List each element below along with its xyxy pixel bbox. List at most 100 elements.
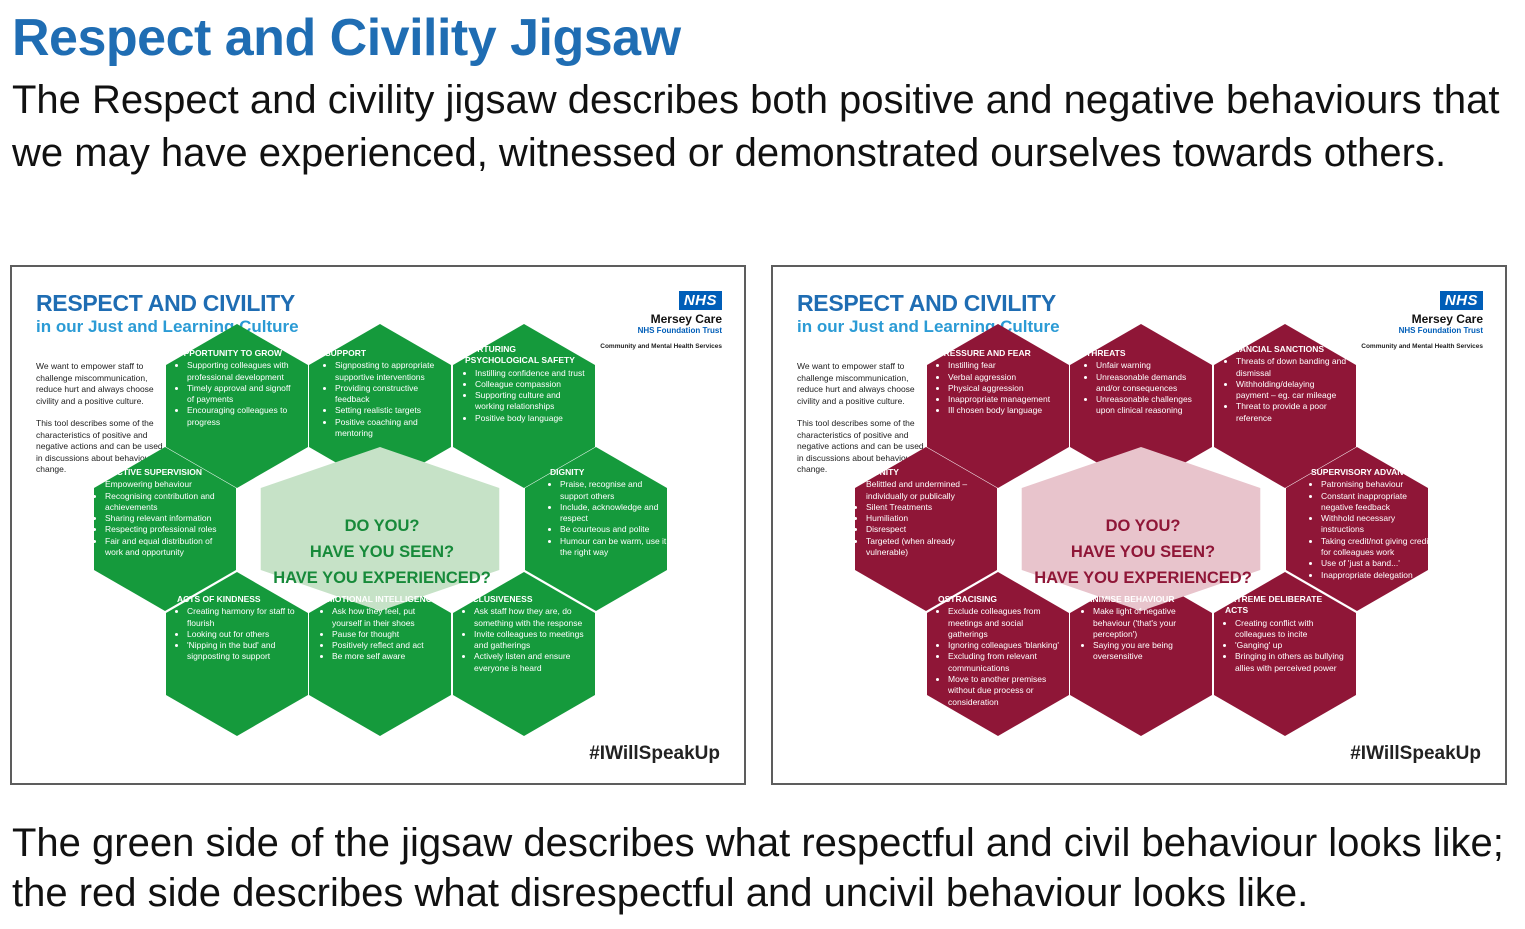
green-jigsaw-card: RESPECT AND CIVILITY in our Just and Lear… — [10, 265, 746, 785]
hex-title: PRESSURE AND FEAR — [938, 348, 1031, 358]
hex-title: ACTS OF KINDNESS — [177, 594, 261, 604]
hex-bullet-list: Ask how they feel, put yourself in their… — [322, 606, 444, 662]
card-title: RESPECT AND CIVILITY — [797, 290, 1056, 316]
hex-title: THREATS — [1086, 348, 1126, 358]
center-line: HAVE YOU SEEN? — [309, 543, 455, 561]
hex-bullet-list: Patronising behaviourConstant inappropri… — [1311, 479, 1433, 581]
center-line: HAVE YOU EXPERIENCED? — [1034, 569, 1252, 587]
hex-bullet: Saying you are being oversensitive — [1093, 640, 1205, 663]
hex-bullet-list: Ask staff how they are, do something wit… — [464, 606, 586, 674]
org-name: Mersey Care — [1411, 312, 1483, 326]
hex-title: OPPORTUNITY TO GROW — [177, 348, 282, 358]
hex-bullet: Ill chosen body language — [948, 405, 1060, 416]
hex-title: SUPERVISORY ADVANTAGE — [1311, 467, 1427, 477]
center-line: DO YOU? — [1105, 517, 1181, 535]
hex-bullet: Withhold necessary instructions — [1321, 513, 1433, 536]
hex-bullet: Colleague compassion — [475, 379, 587, 390]
hex-shape-5 — [525, 447, 667, 611]
hex-bullet: Unreasonable challenges upon clinical re… — [1096, 394, 1208, 417]
hex-shape-4 — [855, 447, 997, 611]
hex-shape-1 — [927, 324, 1069, 488]
center-hex-shape — [260, 447, 500, 611]
hex-bullet: Recognising contribution and achievement… — [105, 491, 217, 514]
hex-bullet: Inappropriate management — [948, 394, 1060, 405]
hex-bullet-list: Empowering behaviourRecognising contribu… — [95, 479, 217, 558]
center-questions: DO YOU? HAVE YOU SEEN? HAVE YOU EXPERIENCE… — [1013, 513, 1273, 591]
hex-bullet: Bringing in others as bullying allies wi… — [1235, 651, 1347, 674]
hex-bullet: Physical aggression — [948, 383, 1060, 394]
service-name: Community and Mental Health Services — [600, 343, 722, 350]
side-description: We want to empower staff to challenge mi… — [797, 361, 927, 487]
hex-shape-6 — [166, 572, 308, 736]
side-description: We want to empower staff to challenge mi… — [36, 361, 166, 487]
hex-bullet: Ask staff how they are, do something wit… — [474, 606, 586, 629]
hex-bullet: Taking credit/not giving credit for coll… — [1321, 536, 1433, 559]
trust-name: NHS Foundation Trust — [637, 326, 722, 335]
hex-bullet: 'Ganging' up — [1235, 640, 1347, 651]
hex-panel: OSTRACISING Exclude colleagues from meeti… — [938, 594, 1060, 708]
hex-bullet: Threat to provide a poor reference — [1236, 401, 1348, 424]
hex-bullet: Threats of down banding and dismissal — [1236, 356, 1348, 379]
hex-bullet-list: Exclude colleagues from meetings and soc… — [938, 606, 1060, 708]
hex-bullet: Ignoring colleagues 'blanking' — [948, 640, 1060, 651]
hex-title: NURTURING PSYCHOLOGICAL SAFETY — [465, 344, 575, 366]
side-paragraph: We want to empower staff to challenge mi… — [797, 361, 915, 406]
hex-bullet: Setting realistic targets — [335, 405, 447, 416]
hex-bullet: Be courteous and polite — [560, 524, 672, 535]
hex-bullet: Creating harmony for staff to flourish — [187, 606, 299, 629]
hex-title: FINANCIAL SANCTIONS — [1226, 344, 1325, 354]
side-paragraph: We want to empower staff to challenge mi… — [36, 361, 154, 406]
service-name: Community and Mental Health Services — [1361, 343, 1483, 350]
hex-bullet: Fair and equal distribution of work and … — [105, 536, 217, 559]
hex-shape-8 — [1214, 572, 1356, 736]
hex-shape-4 — [94, 447, 236, 611]
hex-bullet: Positively reflect and act — [332, 640, 444, 651]
center-hex-shape — [1021, 447, 1261, 611]
hex-bullet: Excluding from relevant communications — [948, 651, 1060, 674]
hex-bullet: Targeted (when already vulnerable) — [866, 536, 978, 559]
hex-panel: MINIMISE BEHAVIOUR Make light of negative… — [1083, 594, 1205, 663]
hex-bullet: Respecting professional roles — [105, 524, 217, 535]
hex-bullet-list: Belittled and undermined – individually … — [856, 479, 978, 558]
hex-bullet: 'Nipping in the bud' and signposting to … — [187, 640, 299, 663]
hex-bullet: Looking out for others — [187, 629, 299, 640]
hex-grid — [855, 324, 1428, 736]
nhs-logo: NHS Mersey Care NHS Foundation Trust — [638, 291, 722, 335]
hex-bullet: Constant inappropriate negative feedback — [1321, 491, 1433, 514]
hex-bullet: Instilling fear — [948, 360, 1060, 371]
hex-bullet: Unreasonable demands and/or consequences — [1096, 372, 1208, 395]
center-line: HAVE YOU EXPERIENCED? — [273, 569, 491, 587]
hex-bullet-list: Make light of negative behaviour ('that'… — [1083, 606, 1205, 662]
hex-bullet: Positive body language — [475, 413, 587, 424]
hex-bullet: Withholding/delaying payment – eg. car m… — [1236, 379, 1348, 402]
hex-panel: ACTS OF KINDNESS Creating harmony for sta… — [177, 594, 299, 663]
hex-title: EFFECTIVE SUPERVISION — [95, 467, 203, 477]
hex-title: INCLUSIVENESS — [464, 594, 533, 604]
hex-title: MINIMISE BEHAVIOUR — [1083, 594, 1175, 604]
hex-bullet: Ask how they feel, put yourself in their… — [332, 606, 444, 629]
hex-title: SUPPORT — [325, 348, 367, 358]
hex-bullet: Verbal aggression — [948, 372, 1060, 383]
hex-panel: FINANCIAL SANCTIONS Threats of down bandi… — [1226, 344, 1348, 424]
hex-bullet: Use of 'just a band...' — [1321, 558, 1433, 569]
hex-title: EXTREME DELIBERATE ACTS — [1225, 594, 1323, 616]
hex-bullet: Encouraging colleagues to progress — [187, 405, 299, 428]
intro-paragraph: The Respect and civility jigsaw describe… — [12, 78, 1500, 175]
nhs-badge: NHS — [678, 291, 722, 310]
page-title: Respect and Civility Jigsaw — [12, 9, 681, 67]
hex-bullet: Inappropriate delegation — [1321, 570, 1433, 581]
center-questions: DO YOU? HAVE YOU SEEN? HAVE YOU EXPERIENCE… — [252, 513, 512, 591]
hex-bullet: Providing constructive feedback — [335, 383, 447, 406]
card-title: RESPECT AND CIVILITY — [36, 290, 295, 316]
hex-bullet: Pause for thought — [332, 629, 444, 640]
hashtag: #IWillSpeakUp — [589, 743, 720, 764]
hex-shape-2 — [1070, 324, 1212, 488]
hex-bullet: Include, acknowledge and respect — [560, 502, 672, 525]
hex-bullet: Humour can be warm, use it the right way — [560, 536, 672, 559]
hex-shape-3 — [1214, 324, 1356, 488]
hex-shape-6 — [927, 572, 1069, 736]
hex-bullet: Creating conflict with colleagues to inc… — [1235, 618, 1347, 641]
hex-bullet: Move to another premises without due pro… — [948, 674, 1060, 708]
hex-panel: EFFECTIVE SUPERVISION Empowering behaviou… — [95, 467, 217, 558]
hex-panel: INDIGNITY Belittled and undermined – indi… — [856, 467, 978, 558]
